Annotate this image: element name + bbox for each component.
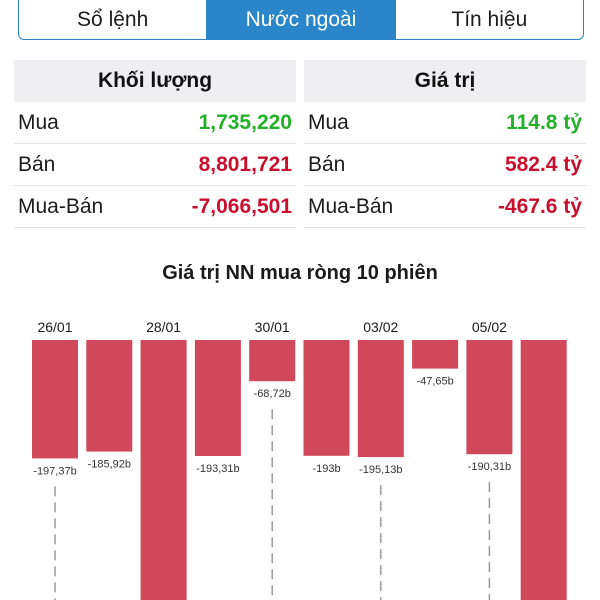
date-label: 28/01	[146, 319, 181, 335]
tab-bar: Sổ lệnh Nước ngoài Tín hiệu	[18, 0, 584, 40]
value-sell-row: Bán 582.4 tỷ	[304, 144, 586, 186]
chart-bar[interactable]	[32, 340, 78, 459]
chart-bar[interactable]	[357, 340, 404, 458]
value-sell-label: Bán	[308, 152, 346, 176]
value-header: Giá trị	[304, 60, 586, 102]
volume-sell-row: Bán 8,801,721	[14, 144, 296, 186]
value-sell-value: 582.4 tỷ	[504, 152, 582, 176]
chart-bar[interactable]	[466, 340, 513, 455]
tab-signals[interactable]: Tín hiệu	[394, 0, 583, 39]
chart-bar[interactable]	[194, 340, 241, 456]
value-label: -193,31b	[196, 463, 239, 475]
value-label: -197,37b	[33, 465, 76, 477]
date-label: 26/01	[37, 319, 72, 335]
volume-net-label: Mua-Bán	[18, 194, 104, 218]
chart-bar[interactable]	[520, 340, 567, 600]
tab-foreign[interactable]: Nước ngoài	[206, 0, 395, 39]
date-label: 05/02	[472, 319, 507, 335]
volume-sell-label: Bán	[18, 152, 56, 176]
value-label: -193b	[312, 463, 340, 475]
chart-bar[interactable]	[249, 340, 296, 382]
volume-buy-value: 1,735,220	[198, 110, 292, 134]
chart-title: Giá trị NN mua ròng 10 phiên	[162, 262, 438, 284]
chart-bar[interactable]	[412, 340, 459, 369]
net-buy-chart: 26/01 -197,37b -185,92b 28/01 -193,31b 30/01 -…	[32, 319, 567, 600]
value-label: -47,65b	[416, 376, 453, 388]
volume-sell-value: 8,801,721	[198, 152, 292, 176]
date-label: 03/02	[363, 319, 398, 335]
volume-header: Khối lượng	[14, 60, 296, 102]
value-net-row: Mua-Bán -467.6 tỷ	[304, 186, 586, 228]
volume-buy-label: Mua	[18, 110, 59, 134]
value-label: -190,31b	[468, 461, 511, 473]
volume-buy-row: Mua 1,735,220	[14, 102, 296, 144]
value-label: -185,92b	[88, 459, 131, 471]
date-label: 30/01	[255, 319, 290, 335]
value-net-value: -467.6 tỷ	[497, 194, 582, 218]
chart-bar[interactable]	[140, 340, 187, 600]
value-panel: Giá trị Mua 114.8 tỷ Bán 582.4 tỷ Mua-Bá…	[304, 60, 586, 228]
volume-net-row: Mua-Bán -7,066,501	[14, 186, 296, 228]
value-buy-row: Mua 114.8 tỷ	[304, 102, 586, 144]
chart-bar[interactable]	[86, 340, 133, 452]
chart-bar[interactable]	[303, 340, 350, 456]
volume-panel: Khối lượng Mua 1,735,220 Bán 8,801,721 M…	[14, 60, 296, 228]
value-buy-label: Mua	[308, 110, 349, 134]
value-label: -68,72b	[254, 388, 291, 400]
tab-order-book[interactable]: Sổ lệnh	[77, 7, 149, 31]
value-net-label: Mua-Bán	[308, 194, 394, 218]
value-buy-value: 114.8 tỷ	[506, 110, 582, 134]
volume-net-value: -7,066,501	[191, 194, 292, 218]
value-label: -195,13b	[359, 464, 402, 476]
